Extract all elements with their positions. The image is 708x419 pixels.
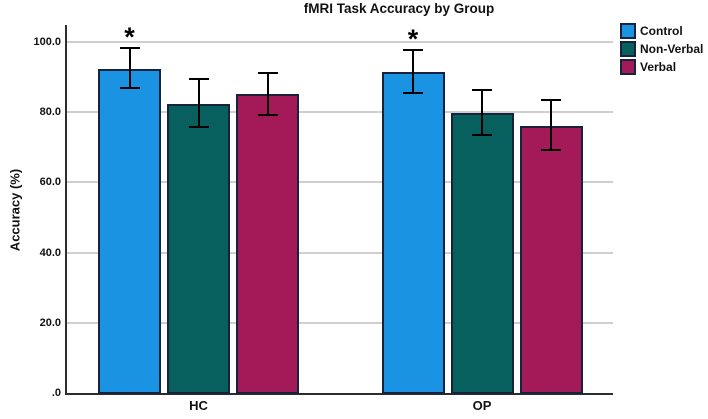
sig-marker-control-op: * — [407, 23, 419, 54]
errorbar-non-verbal-op — [481, 90, 483, 135]
legend-label-verbal: Verbal — [640, 60, 677, 74]
gridline-40-0 — [66, 251, 613, 254]
gridline-80-0 — [66, 111, 613, 114]
x-axis-line — [65, 393, 613, 395]
legend-swatch-control — [620, 23, 636, 39]
ytick-label-100-0: 100.0 — [33, 36, 61, 48]
errorbar-cap-bottom-control-hc — [119, 86, 140, 89]
errorbar-cap-top-non-verbal-hc — [188, 77, 209, 80]
errorbar-control-op — [412, 49, 414, 93]
gridline-60-0 — [66, 181, 613, 184]
errorbar-cap-top-control-op — [403, 48, 423, 51]
bar-control-hc — [98, 68, 161, 394]
errorbar-verbal-hc — [266, 72, 269, 115]
legend-label-control: Control — [640, 24, 683, 38]
bar-verbal-op — [519, 125, 583, 394]
y-axis-line — [65, 25, 67, 395]
ytick-label-40-0: 40.0 — [39, 246, 61, 259]
legend-item-verbal: Verbal — [620, 59, 703, 75]
xtick-label-op: OP — [472, 398, 492, 413]
errorbar-cap-bottom-verbal-op — [541, 148, 561, 151]
ytick-label-60-0: 60.0 — [39, 176, 61, 189]
errorbar-cap-top-verbal-op — [541, 98, 561, 101]
legend-item-control: Control — [620, 23, 703, 39]
ytick-label-20-0: 20.0 — [39, 316, 61, 329]
errorbar-cap-bottom-non-verbal-op — [472, 133, 492, 136]
ytick-label-0: .0 — [51, 387, 61, 399]
ytick-label-80-0: 80.0 — [39, 106, 61, 119]
chart-title: fMRI Task Accuracy by Group — [303, 1, 495, 16]
bar-non-verbal-hc — [167, 103, 230, 394]
legend-swatch-non-verbal — [620, 41, 636, 57]
bar-non-verbal-op — [450, 112, 514, 394]
bar-verbal-hc — [236, 94, 299, 394]
errorbar-cap-top-verbal-hc — [257, 71, 278, 74]
errorbar-cap-top-control-hc — [119, 46, 140, 49]
legend-swatch-verbal — [620, 59, 636, 75]
legend-label-non-verbal: Non-Verbal — [640, 42, 704, 56]
legend: Control Non-Verbal Verbal — [620, 23, 704, 75]
errorbar-cap-bottom-verbal-hc — [257, 113, 278, 116]
sig-marker-control-hc: * — [124, 21, 135, 52]
errorbar-verbal-op — [550, 99, 552, 150]
errorbar-cap-bottom-non-verbal-hc — [188, 125, 209, 128]
errorbar-non-verbal-hc — [197, 78, 200, 127]
bar-control-op — [381, 71, 445, 394]
legend-item-non-verbal: Non-Verbal — [620, 41, 704, 57]
errorbar-control-hc — [128, 47, 131, 88]
gridline-100-0 — [66, 41, 613, 43]
xtick-label-hc: HC — [189, 398, 208, 413]
errorbar-cap-top-non-verbal-op — [472, 89, 492, 92]
errorbar-cap-bottom-control-op — [403, 91, 423, 94]
gridline-20-0 — [66, 321, 613, 324]
